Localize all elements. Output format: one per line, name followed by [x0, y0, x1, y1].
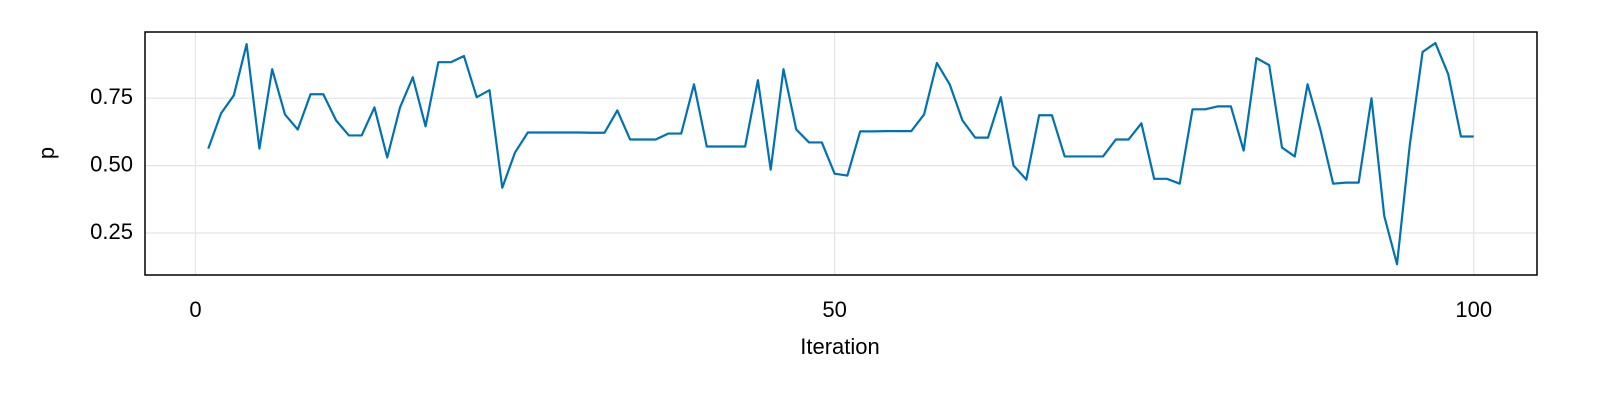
y-tick-label: 0.50	[90, 151, 133, 176]
x-tick-label: 0	[189, 297, 201, 322]
data-line	[207, 41, 1474, 266]
plot-frame	[144, 31, 1538, 276]
x-axis-label: Iteration	[800, 334, 880, 359]
y-tick-label: 0.25	[90, 219, 133, 244]
y-tick-label: 0.75	[90, 84, 133, 109]
x-tick-label: 100	[1455, 297, 1492, 322]
y-axis-label: p	[34, 147, 59, 159]
x-tick-label: 50	[822, 297, 846, 322]
